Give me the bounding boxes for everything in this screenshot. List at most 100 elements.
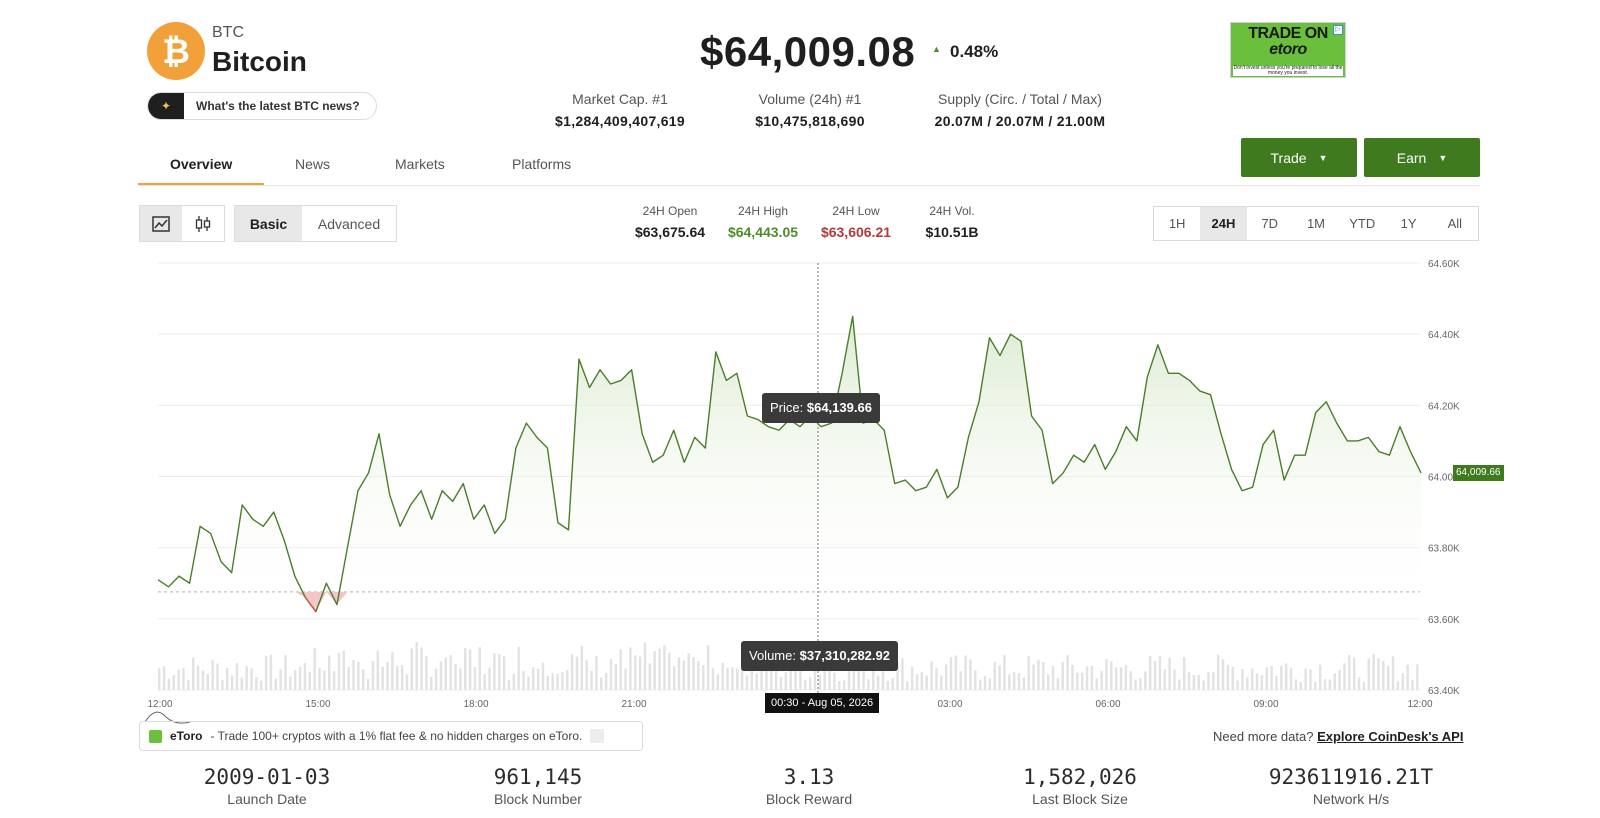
api-promo: Need more data? Explore CoinDesk's API: [1213, 729, 1463, 744]
range-ytd[interactable]: YTD: [1349, 216, 1376, 231]
range-all[interactable]: All: [1447, 216, 1463, 231]
tab-markets[interactable]: Markets: [395, 156, 445, 172]
volume-bar: [862, 656, 865, 690]
volume-bar: [362, 669, 365, 690]
range-7d[interactable]: 7D: [1261, 216, 1279, 231]
volume-bar: [245, 666, 248, 690]
volume-bar: [250, 668, 253, 690]
volume-bar: [1144, 671, 1147, 690]
candlestick-icon[interactable]: [182, 206, 224, 241]
volume-bar: [536, 668, 540, 690]
volume-bar: [672, 666, 676, 690]
etoro-ad[interactable]: TRADE ON etoro ▷ Don't invest unless you…: [1230, 22, 1346, 78]
chevron-down-icon: ▼: [1438, 152, 1448, 163]
volume-bar: [298, 666, 302, 690]
volume-bar: [357, 661, 360, 690]
tab-overview[interactable]: Overview: [170, 156, 233, 172]
volume-bar: [736, 668, 739, 690]
ad-disclaimer: Don't invest unless you're prepared to l…: [1233, 65, 1343, 76]
volume-bar: [430, 676, 433, 690]
volume-bar: [1032, 664, 1035, 690]
volume-bar: [804, 679, 807, 690]
y-tick-label: 64.00K: [1428, 473, 1460, 484]
range-24h[interactable]: 24H: [1200, 207, 1247, 240]
volume-bar: [910, 666, 914, 690]
volume-bar: [983, 676, 987, 690]
volume-bar: [279, 669, 282, 690]
etoro-banner[interactable]: eToro - Trade 100+ cryptos with a 1% fla…: [139, 721, 643, 751]
volume-bar: [857, 666, 860, 690]
below-open-area: [305, 591, 316, 612]
block-reward-value: 3.13: [783, 765, 835, 789]
launch-date-label: Launch Date: [227, 791, 307, 807]
volume-bar: [1051, 665, 1055, 690]
volume-bar: [1037, 659, 1040, 690]
volume-bar: [993, 661, 996, 690]
volume-bar: [624, 668, 627, 690]
tab-platforms[interactable]: Platforms: [512, 156, 572, 172]
range-1h[interactable]: 1H: [1168, 216, 1186, 231]
volume-bar: [925, 675, 928, 690]
volume-bar: [459, 668, 462, 690]
volume-bar: [643, 642, 647, 690]
stat-volume: Volume (24h) #1 $10,475,818,690: [710, 91, 910, 129]
below-open-area: [326, 591, 337, 605]
volume-bar: [697, 661, 700, 690]
volume-bar: [1372, 654, 1375, 690]
volume-bar: [604, 673, 608, 690]
range-1y[interactable]: 1Y: [1400, 216, 1417, 231]
volume-bar: [1158, 656, 1162, 690]
volume-bar: [940, 675, 943, 690]
volume-bar: [337, 652, 341, 690]
volume-bar: [1416, 664, 1419, 690]
volume-bar: [400, 664, 404, 690]
volume-bar: [920, 672, 924, 690]
advanced-mode-button[interactable]: Advanced: [317, 215, 381, 232]
volume-bar: [352, 660, 355, 690]
sparkle-icon: ✦: [148, 93, 184, 119]
volume-bar: [901, 658, 904, 690]
volume-bar: [425, 656, 428, 690]
price-change: 0.48%: [950, 42, 999, 61]
volume-bar: [1168, 657, 1171, 690]
volume-bar: [1163, 669, 1166, 690]
volume-bar: [332, 671, 336, 690]
ohlc-value: $10.51B: [925, 224, 979, 240]
ad-headline: TRADE ON etoro: [1248, 25, 1328, 58]
ad-info-icon[interactable]: ▷: [1333, 25, 1343, 35]
volume-bar: [1105, 658, 1108, 690]
tab-news[interactable]: News: [295, 156, 331, 172]
ohlc-value: $64,443.05: [727, 224, 799, 240]
volume-bar: [711, 668, 715, 690]
volume-bar: [255, 677, 258, 690]
volume-bar: [954, 655, 958, 690]
volume-bar: [308, 671, 311, 690]
line-chart-icon[interactable]: [140, 206, 182, 241]
volume-bar: [629, 647, 632, 690]
basic-mode-button[interactable]: Basic: [235, 206, 302, 241]
volume-bar: [1357, 677, 1361, 690]
volume-bar: [551, 673, 554, 690]
volume-bar: [1236, 680, 1239, 690]
volume-bar: [1212, 672, 1215, 690]
earn-button[interactable]: Earn ▼: [1364, 138, 1480, 177]
chart-type-toggle: [139, 205, 225, 242]
volume-bar: [347, 666, 350, 690]
volume-bar: [274, 678, 277, 690]
time-range-selector: 1H 24H 7D 1M YTD 1Y All: [1153, 206, 1479, 241]
trade-button[interactable]: Trade ▼: [1241, 138, 1357, 177]
volume-bar: [449, 655, 452, 690]
volume-bar: [1323, 679, 1327, 690]
volume-bar: [1187, 672, 1191, 690]
news-prompt-button[interactable]: ✦ What's the latest BTC news?: [147, 92, 377, 120]
network-hashrate-label: Network H/s: [1312, 791, 1390, 807]
volume-bar: [721, 662, 724, 690]
range-1m[interactable]: 1M: [1306, 216, 1326, 231]
api-link[interactable]: Explore CoinDesk's API: [1317, 729, 1464, 744]
volume-bar: [585, 660, 588, 690]
below-open-area: [336, 591, 348, 605]
close-icon[interactable]: [590, 729, 605, 743]
volume-bar: [745, 675, 749, 690]
volume-bar: [847, 661, 851, 690]
